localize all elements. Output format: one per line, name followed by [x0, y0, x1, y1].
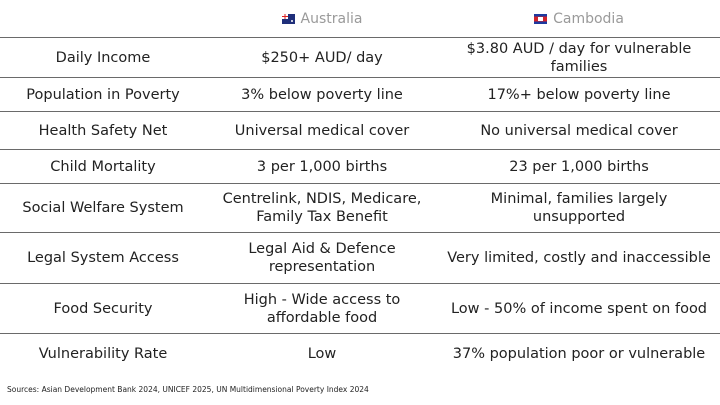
table-header: Australia Cambodia: [0, 0, 720, 38]
row-label: Health Safety Net: [38, 122, 168, 139]
row-label: Child Mortality: [50, 158, 156, 175]
australia-cell: Low: [307, 346, 337, 362]
table-row: Child Mortality 3 per 1,000 births 23 pe…: [0, 150, 720, 184]
table-row: Food Security High - Wide access to affo…: [0, 284, 720, 334]
table-row: Vulnerability Rate Low 37% population po…: [0, 334, 720, 374]
row-label: Daily Income: [55, 49, 151, 66]
table-row: Legal System Access Legal Aid & Defence …: [0, 233, 720, 284]
header-cambodia-label: Cambodia: [553, 11, 624, 27]
header-australia: Australia: [206, 0, 438, 38]
table-row: Health Safety Net Universal medical cove…: [0, 112, 720, 150]
australia-cell: Centrelink, NDIS, Medicare, Family Tax B…: [222, 191, 422, 225]
sources-footnote: Sources: Asian Development Bank 2024, UN…: [7, 385, 369, 394]
row-label: Food Security: [53, 300, 153, 317]
header-blank-cell: [0, 0, 206, 38]
row-label: Social Welfare System: [22, 200, 184, 216]
cambodia-cell: Minimal, families largely unsupported: [490, 191, 668, 225]
cambodia-cell: 17%+ below poverty line: [487, 86, 671, 103]
cambodia-cell: Very limited, costly and inaccessible: [447, 250, 711, 266]
table-row: Daily Income $250+ AUD/ day $3.80 AUD / …: [0, 38, 720, 78]
australia-cell: 3 per 1,000 births: [256, 158, 388, 175]
row-label: Population in Poverty: [26, 86, 180, 103]
australia-cell: Legal Aid & Defence representation: [248, 241, 396, 275]
table-row: Population in Poverty 3% below poverty l…: [0, 78, 720, 112]
cambodia-cell: $3.80 AUD / day for vulnerable families: [466, 40, 692, 75]
table-row: Social Welfare System Centrelink, NDIS, …: [0, 184, 720, 233]
cambodia-cell: 37% population poor or vulnerable: [452, 346, 706, 362]
header-australia-label: Australia: [300, 11, 363, 27]
cambodia-cell: 23 per 1,000 births: [509, 158, 649, 175]
australia-cell: High - Wide access to affordable food: [243, 291, 401, 326]
australia-flag-icon: [281, 14, 295, 24]
australia-cell: Universal medical cover: [234, 122, 410, 139]
cambodia-flag-icon: [534, 14, 548, 24]
cambodia-cell: Low - 50% of income spent on food: [450, 300, 708, 317]
cambodia-cell: No universal medical cover: [480, 122, 678, 139]
row-label: Legal System Access: [27, 250, 179, 266]
row-label: Vulnerability Rate: [38, 346, 168, 362]
header-cambodia: Cambodia: [438, 0, 720, 38]
australia-cell: 3% below poverty line: [241, 86, 403, 103]
australia-cell: $250+ AUD/ day: [261, 49, 383, 66]
